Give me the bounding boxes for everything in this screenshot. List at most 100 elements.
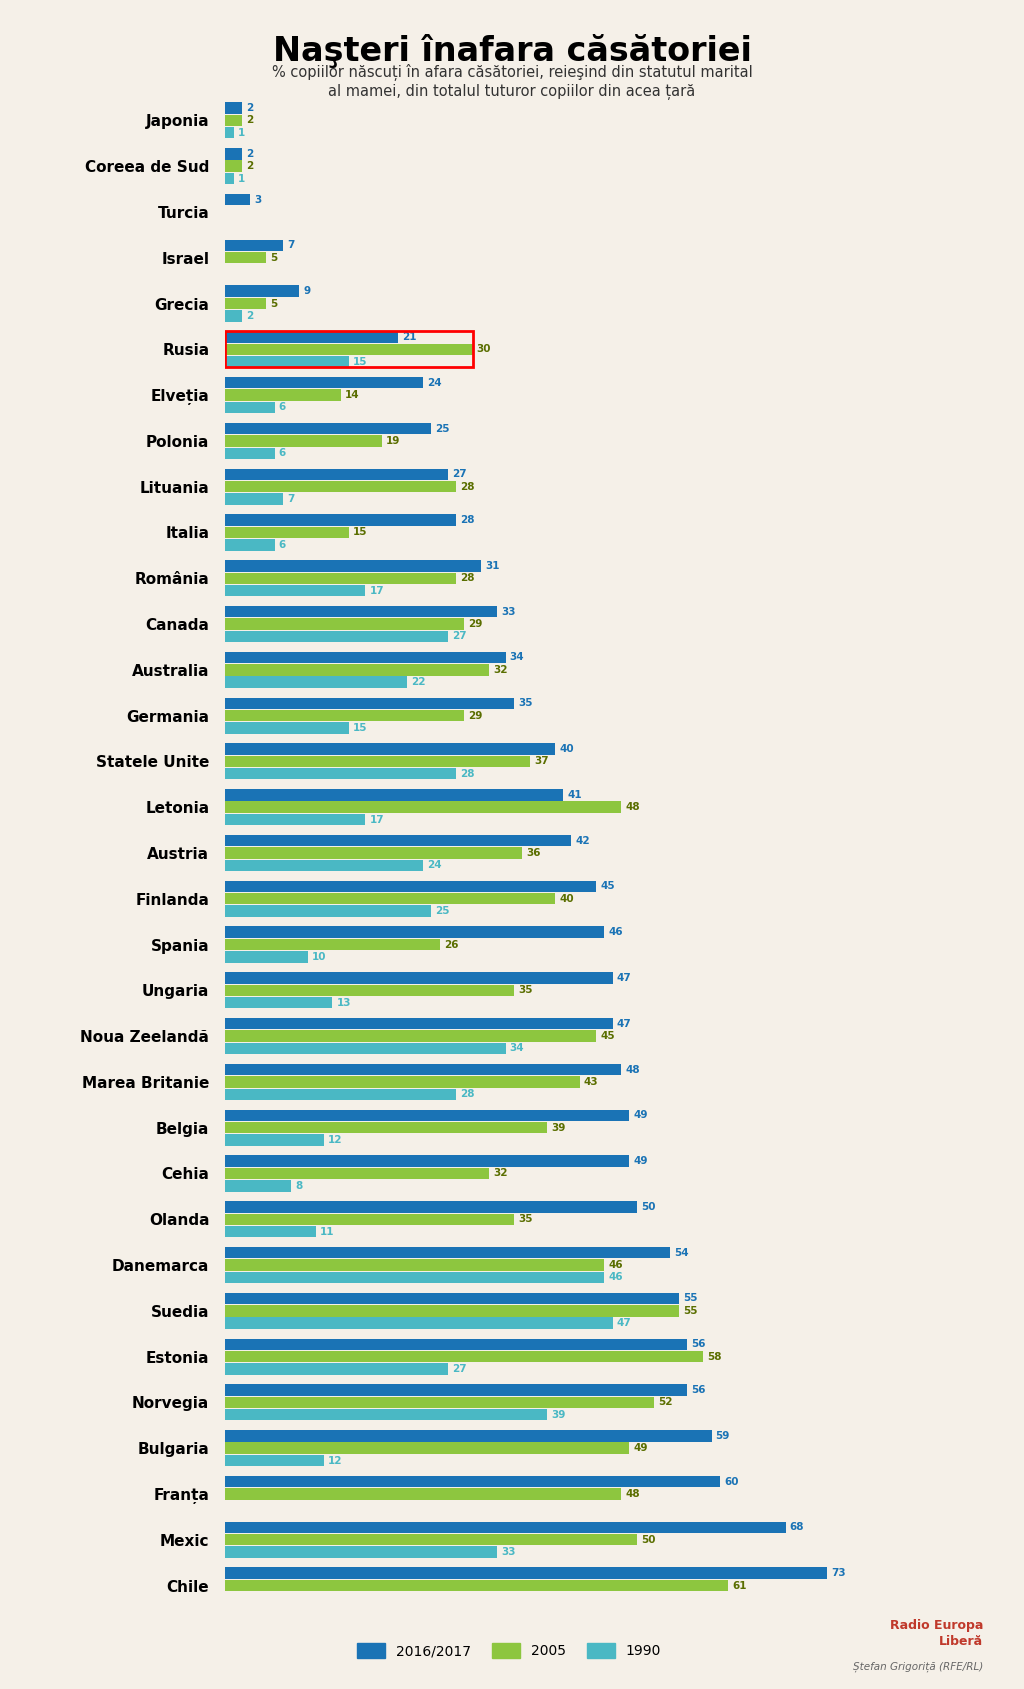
Bar bbox=[225, 436, 382, 446]
Text: 24: 24 bbox=[427, 860, 441, 870]
Bar bbox=[225, 1121, 547, 1133]
Bar bbox=[225, 1018, 612, 1030]
Text: 43: 43 bbox=[584, 1078, 598, 1088]
Bar bbox=[225, 1534, 637, 1545]
Text: 33: 33 bbox=[502, 1547, 516, 1557]
Bar bbox=[225, 1076, 580, 1088]
Text: 47: 47 bbox=[616, 1018, 632, 1029]
Text: 28: 28 bbox=[460, 768, 475, 779]
Text: 25: 25 bbox=[435, 424, 450, 434]
Text: 9: 9 bbox=[303, 285, 310, 296]
Bar bbox=[225, 493, 283, 505]
Text: 29: 29 bbox=[468, 711, 482, 721]
Bar bbox=[225, 1181, 291, 1191]
Bar bbox=[225, 1442, 629, 1454]
Bar bbox=[225, 709, 464, 721]
Bar bbox=[225, 1088, 456, 1100]
Text: 22: 22 bbox=[411, 677, 425, 687]
Bar bbox=[225, 723, 349, 733]
Text: 15: 15 bbox=[353, 527, 368, 537]
Text: 35: 35 bbox=[518, 1214, 532, 1225]
Bar bbox=[225, 1292, 679, 1304]
Text: 14: 14 bbox=[345, 390, 359, 400]
Bar bbox=[225, 356, 349, 368]
Bar bbox=[225, 802, 621, 812]
Bar bbox=[225, 297, 266, 309]
Bar bbox=[225, 1260, 604, 1270]
Text: 41: 41 bbox=[567, 790, 582, 801]
Bar bbox=[225, 1030, 596, 1042]
Text: 28: 28 bbox=[460, 573, 475, 583]
Bar bbox=[225, 1431, 712, 1441]
Text: Ștefan Grigoriță (RFE/RL): Ștefan Grigoriță (RFE/RL) bbox=[853, 1662, 983, 1672]
Text: 17: 17 bbox=[370, 586, 384, 596]
Bar bbox=[225, 985, 514, 997]
Text: 7: 7 bbox=[287, 240, 295, 250]
Bar bbox=[225, 481, 456, 493]
Bar bbox=[225, 390, 341, 400]
Bar bbox=[225, 115, 242, 127]
Text: 34: 34 bbox=[510, 1044, 524, 1054]
Bar bbox=[225, 252, 266, 263]
Bar bbox=[225, 468, 447, 480]
Bar bbox=[225, 194, 250, 206]
Text: 49: 49 bbox=[633, 1155, 648, 1165]
Bar bbox=[225, 973, 612, 983]
Text: 56: 56 bbox=[691, 1339, 706, 1350]
Text: 46: 46 bbox=[608, 927, 624, 937]
Bar bbox=[225, 880, 596, 892]
Text: 39: 39 bbox=[551, 1410, 565, 1420]
Text: 40: 40 bbox=[559, 745, 573, 753]
Bar bbox=[225, 1272, 604, 1284]
Text: % copiilor născuți în afara căsătoriei, reieşind din statutul marital
al mamei, : % copiilor născuți în afara căsătoriei, … bbox=[271, 64, 753, 100]
Bar bbox=[225, 1385, 687, 1395]
Text: 6: 6 bbox=[279, 402, 286, 412]
Text: Radio Europa
Liberă: Radio Europa Liberă bbox=[890, 1620, 983, 1648]
Bar bbox=[225, 698, 514, 709]
Bar bbox=[225, 1454, 325, 1466]
Bar bbox=[225, 1579, 728, 1591]
Bar bbox=[225, 1351, 703, 1363]
Bar bbox=[225, 893, 555, 904]
Text: 17: 17 bbox=[370, 814, 384, 824]
Text: 24: 24 bbox=[427, 378, 441, 388]
Text: 60: 60 bbox=[724, 1476, 738, 1486]
Text: 48: 48 bbox=[625, 802, 640, 812]
Text: 11: 11 bbox=[321, 1226, 335, 1236]
Text: 15: 15 bbox=[353, 356, 368, 367]
Bar bbox=[225, 127, 233, 138]
Bar bbox=[225, 561, 481, 571]
Text: 32: 32 bbox=[494, 665, 508, 676]
Bar bbox=[225, 527, 349, 539]
Bar bbox=[225, 1488, 621, 1500]
Text: 2: 2 bbox=[246, 149, 253, 159]
Text: 2: 2 bbox=[246, 115, 253, 125]
Bar bbox=[225, 1306, 679, 1316]
Bar bbox=[225, 1042, 506, 1054]
Text: 15: 15 bbox=[353, 723, 368, 733]
Bar bbox=[225, 422, 431, 434]
Text: 46: 46 bbox=[608, 1272, 624, 1282]
Text: 32: 32 bbox=[494, 1169, 508, 1179]
Text: 12: 12 bbox=[329, 1135, 343, 1145]
Text: 29: 29 bbox=[468, 618, 482, 628]
Text: 28: 28 bbox=[460, 481, 475, 491]
Bar bbox=[225, 848, 522, 858]
Text: 5: 5 bbox=[270, 299, 278, 309]
Bar bbox=[225, 285, 299, 297]
Text: 40: 40 bbox=[559, 893, 573, 904]
Text: 45: 45 bbox=[600, 1030, 615, 1040]
Bar bbox=[225, 664, 489, 676]
Bar bbox=[225, 927, 604, 937]
Bar bbox=[225, 834, 571, 846]
Text: 45: 45 bbox=[600, 882, 615, 892]
Bar bbox=[225, 1363, 447, 1375]
Text: 37: 37 bbox=[535, 757, 549, 767]
Text: 48: 48 bbox=[625, 1064, 640, 1074]
Bar bbox=[225, 997, 333, 1008]
Text: 68: 68 bbox=[790, 1522, 805, 1532]
Text: 2: 2 bbox=[246, 311, 253, 321]
Bar bbox=[225, 1226, 316, 1238]
Bar bbox=[225, 1476, 720, 1488]
Text: 73: 73 bbox=[831, 1567, 846, 1578]
